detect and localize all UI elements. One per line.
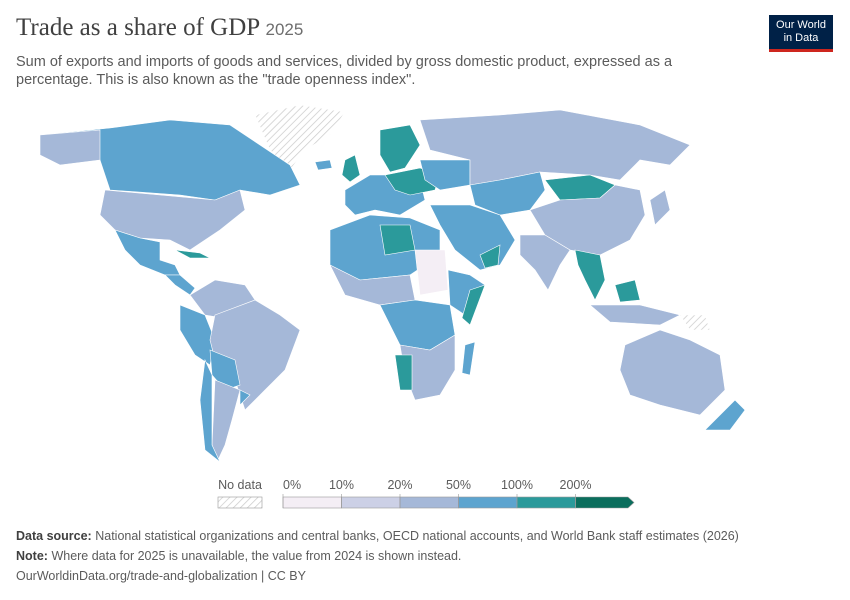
iceland xyxy=(314,159,333,171)
central-america xyxy=(164,274,196,296)
namibia xyxy=(394,354,413,391)
eastern-europe xyxy=(419,159,471,191)
world-map: No data 0% 10% 20% 50% 100% 200% xyxy=(39,104,746,509)
link[interactable]: OurWorldinData.org/trade-and-globalizati… xyxy=(16,569,306,583)
australia xyxy=(619,329,726,416)
kazakhstan-central-asia xyxy=(469,171,546,216)
title: Trade as a share of GDP 2025 xyxy=(16,14,303,42)
southeast-asia xyxy=(574,249,606,301)
no-data-swatch xyxy=(217,496,263,509)
countries xyxy=(39,104,746,463)
source-label: Data source: xyxy=(16,529,92,543)
legend-bin-open xyxy=(575,496,635,509)
legend-bin xyxy=(341,496,401,509)
sudan xyxy=(414,249,449,296)
madagascar xyxy=(461,341,476,376)
chile xyxy=(199,358,221,463)
oman-uae xyxy=(479,244,501,269)
logo[interactable]: Our World in Data xyxy=(769,15,833,52)
logo-line: Our World xyxy=(776,19,826,31)
philippines-malaysia xyxy=(614,279,641,303)
source: Data source: National statistical organi… xyxy=(16,529,739,543)
libya xyxy=(379,224,416,256)
japan-korea xyxy=(649,189,671,226)
legend: No data 0% 10% 20% 50% 100% 200% xyxy=(217,478,635,509)
alaska xyxy=(39,129,101,166)
mexico xyxy=(114,229,181,276)
note: Note: Where data for 2025 is unavailable… xyxy=(16,549,461,563)
uk-ireland xyxy=(341,154,361,183)
legend-tick-label: 20% xyxy=(387,478,412,492)
usa xyxy=(99,189,246,251)
title-text: Trade as a share of GDP xyxy=(16,14,260,41)
greenland xyxy=(254,104,346,171)
argentina xyxy=(211,379,241,461)
scandinavia xyxy=(379,124,421,173)
cuba xyxy=(174,249,211,259)
legend-tick-label: 10% xyxy=(329,478,354,492)
somalia xyxy=(461,284,486,326)
russia xyxy=(419,109,691,186)
no-data-label: No data xyxy=(218,478,262,492)
legend-bin xyxy=(516,496,576,509)
note-text: Where data for 2025 is unavailable, the … xyxy=(51,549,462,563)
india xyxy=(519,234,571,291)
legend-tick-label: 100% xyxy=(501,478,533,492)
peru-ecuador xyxy=(179,304,216,366)
legend-bin xyxy=(282,496,342,509)
legend-bin xyxy=(458,496,518,509)
year: 2025 xyxy=(265,20,304,39)
papua-new-guinea xyxy=(679,314,711,331)
legend-tick-label: 200% xyxy=(560,478,592,492)
legend-tick-label: 50% xyxy=(446,478,471,492)
uruguay xyxy=(239,389,251,406)
note-label: Note: xyxy=(16,549,48,563)
indonesia xyxy=(589,304,681,326)
legend-tick-label: 0% xyxy=(283,478,301,492)
canada xyxy=(39,119,301,201)
legend-bin xyxy=(399,496,459,509)
new-zealand xyxy=(704,399,746,431)
logo-line: in Data xyxy=(783,32,819,44)
source-text: National statistical organizations and c… xyxy=(95,529,739,543)
subtitle: Sum of exports and imports of goods and … xyxy=(16,54,673,88)
